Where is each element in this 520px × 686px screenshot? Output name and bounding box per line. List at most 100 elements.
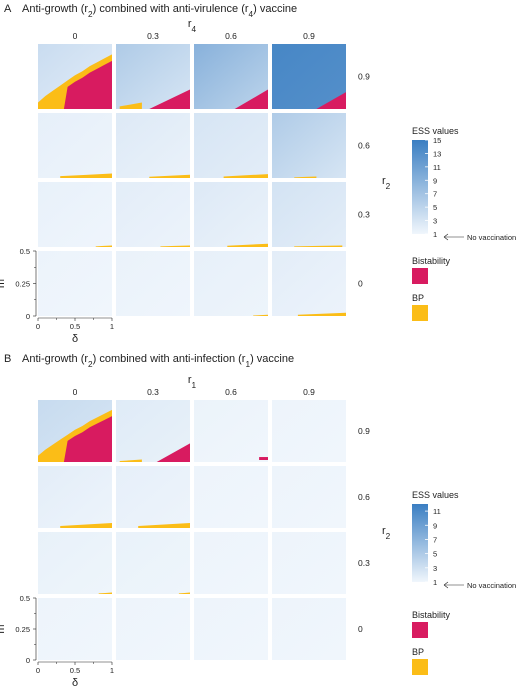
panel-a-column-variable-sub: 4 (192, 25, 197, 34)
panel-a-colorbar-tick-label: 3 (433, 217, 437, 226)
panel-a-title-part: ) combined with anti-virulence (r (93, 3, 249, 15)
panel-a-facet-cell (116, 251, 190, 316)
bistability-region (156, 443, 190, 462)
panel-a-column-strip-label: 0.3 (147, 31, 159, 41)
panel-a-facet-cell (194, 251, 268, 316)
panel-b-legend-title: ESS values (412, 490, 459, 500)
panel-a-row-strip-label: 0.9 (358, 72, 370, 82)
panel-a-facet-cell (116, 182, 190, 247)
bp-region (98, 592, 112, 594)
panel-a-row-variable-sub: 2 (386, 182, 391, 191)
ess-heat-region (272, 400, 346, 462)
panel-b-row-variable-sub: 2 (386, 532, 391, 541)
panel-a-no-vaccination-label: No vaccination (467, 233, 516, 242)
panel-a-title-part: ) vaccine (253, 3, 297, 15)
panel-a-row-strip-label: 0 (358, 279, 363, 289)
panel-a-title-part: Anti-growth (r (22, 3, 88, 15)
bp-region (60, 173, 112, 178)
panel-a-legend-swatch-bistability (412, 268, 428, 284)
panel-a-colorbar-tick-label: 11 (433, 163, 441, 172)
ess-heat-region (272, 466, 346, 528)
panel-a-facet-cell (194, 182, 268, 247)
ess-heat-region (194, 400, 268, 462)
ess-heat-region (38, 182, 112, 247)
panel-b-facet-cell (116, 466, 190, 528)
panel-b-title-part: Anti-growth (r (22, 353, 88, 365)
ess-heat-region (194, 182, 268, 247)
panel-b-x-tick-label: 0 (36, 666, 40, 675)
bistability-region (316, 92, 346, 109)
panel-a-facet-cell (116, 44, 190, 109)
panel-b-colorbar-tick-label: 9 (433, 521, 437, 530)
ess-heat-region (116, 532, 190, 594)
panel-b-facet-cell (272, 466, 346, 528)
ess-heat-region (38, 466, 112, 528)
panel-b-facet-cell (272, 598, 346, 660)
ess-heat-region (116, 466, 190, 528)
bp-region (294, 245, 343, 247)
panel-b-facet-cell (116, 532, 190, 594)
panel-a-legend-category-label: BP (412, 293, 424, 303)
panel-a-colorbar-tick-label: 9 (433, 176, 437, 185)
panel-a-colorbar-tick-label: 15 (433, 136, 441, 145)
panel-a-facet-cell (38, 182, 112, 247)
panel-b-legend-swatch-bistability (412, 622, 428, 638)
panel-b-facet-cell (38, 598, 112, 660)
panel-a-legend-category-label: Bistability (412, 256, 451, 266)
bp-region (119, 459, 142, 462)
panel-b-facet-cell (272, 532, 346, 594)
bistability-region (149, 89, 190, 109)
ess-heat-region (116, 251, 190, 316)
panel-b-colorbar (412, 504, 428, 582)
bp-region (294, 176, 317, 178)
panel-b-legend-category-label: BP (412, 647, 424, 657)
panel-a-arrow-head (443, 233, 449, 241)
ess-heat-region (272, 44, 346, 109)
panel-b-colorbar-tick-label: 11 (433, 507, 441, 516)
bistability-region (234, 89, 268, 109)
ess-heat-region (194, 532, 268, 594)
panel-b-facet-cell (194, 466, 268, 528)
panel-b-letter: B (4, 353, 11, 365)
bp-region (119, 102, 142, 109)
bp-region (149, 174, 190, 178)
panel-b-colorbar-tick-label: 7 (433, 535, 437, 544)
ess-heat-region (194, 466, 268, 528)
panel-a-y-tick-label: 0 (26, 312, 30, 321)
panel-b-row-strip-label: 0.6 (358, 492, 370, 502)
panel-b-y-axis-title: m (0, 624, 7, 633)
panel-a-x-axis-title: δ (72, 333, 78, 345)
bp-region (223, 174, 268, 178)
panel-b-facet-cell (38, 532, 112, 594)
panel-b-y-tick-label: 0 (26, 656, 30, 665)
ess-heat-region (116, 598, 190, 660)
bp-region (138, 523, 190, 528)
panel-a-letter: A (4, 3, 12, 15)
panel-b-x-tick-label: 0.5 (70, 666, 80, 675)
panel-a-colorbar (412, 140, 428, 234)
panel-a-row-strip-label: 0.6 (358, 141, 370, 151)
bistability-region (63, 416, 112, 462)
panel-a-facet-cell (194, 44, 268, 109)
bp-region (227, 243, 268, 247)
panel-b-facet-cell (116, 598, 190, 660)
panel-a-column-strip-label: 0.9 (303, 31, 315, 41)
panel-b-title-sub: 2 (88, 360, 93, 369)
panel-b-column-variable-part: r (188, 374, 192, 386)
panel-a-title-sub: 2 (88, 10, 93, 19)
panel-b-row-strip-label: 0.9 (358, 426, 370, 436)
ess-heat-region (272, 598, 346, 660)
ess-heat-region (272, 182, 346, 247)
panel-a-x-tick-label: 0 (36, 322, 40, 331)
ess-heat-region (38, 598, 112, 660)
panel-a-row-variable: r2 (382, 175, 391, 191)
ess-heat-region (116, 182, 190, 247)
panel-a-facet-cell (272, 113, 346, 178)
panel-b-column-strip-label: 0.6 (225, 387, 237, 397)
panel-b-facet-cell (116, 400, 190, 462)
panel-a-colorbar-tick-label: 5 (433, 203, 437, 212)
ess-heat-region (38, 251, 112, 316)
bp-region (160, 245, 190, 247)
ess-heat-region (272, 251, 346, 316)
panel-b-column-variable-sub: 1 (192, 381, 197, 390)
